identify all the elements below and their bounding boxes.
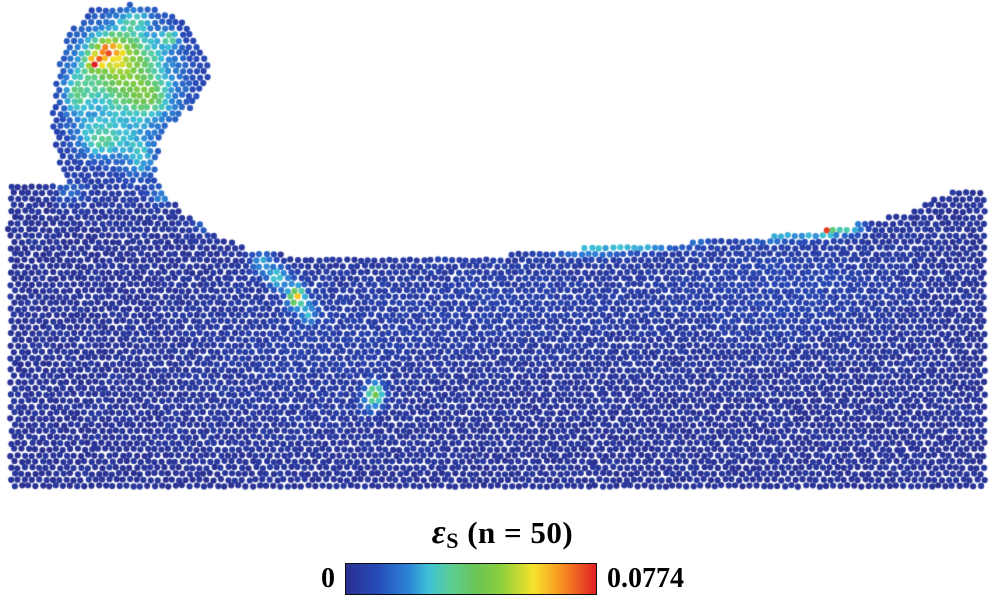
colorbar-min-label: 0 (321, 562, 335, 594)
colorbar-title: εS (n = 50) (432, 509, 574, 557)
colorbar-gradient (345, 562, 597, 595)
title-rest: (n = 50) (458, 515, 574, 550)
epsilon-subscript: S (446, 528, 459, 553)
colorbar: 0 0.0774 (321, 562, 684, 595)
colorbar-caption: εS (n = 50) 0 0.0774 (0, 505, 1005, 595)
particle-plot (0, 0, 1005, 508)
colorbar-max-label: 0.0774 (607, 562, 684, 594)
epsilon-symbol: ε (431, 514, 447, 551)
